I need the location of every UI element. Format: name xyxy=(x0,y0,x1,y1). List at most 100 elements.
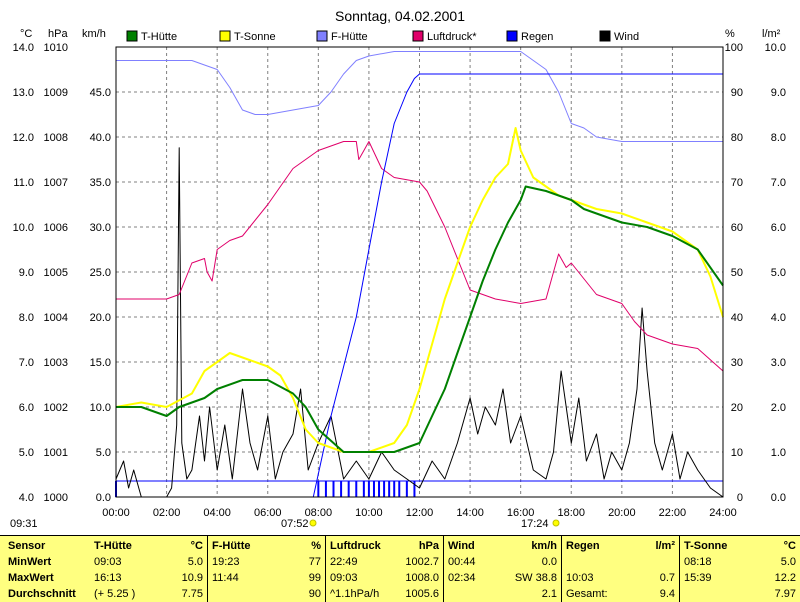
tick-label-x: 12:00 xyxy=(406,507,434,519)
tick-label-rain: 1.0 xyxy=(771,447,786,459)
stats-panel-fhtte: F-Hütte% 19:23 77 11:44 99 90 xyxy=(207,536,325,602)
tick-label-x: 04:00 xyxy=(203,507,231,519)
unit-humidity: % xyxy=(725,28,735,40)
tick-label-rain: 8.0 xyxy=(771,132,786,144)
stats-cell-value: 12.2 xyxy=(774,572,796,584)
row-label-avg: Durchschnitt xyxy=(8,588,76,600)
stats-header-unit: km/h xyxy=(531,540,557,552)
legend-label: Regen xyxy=(521,31,553,43)
row-label-sensor: Sensor xyxy=(8,540,46,552)
tick-label-humidity: 100 xyxy=(725,42,743,54)
tick-label-wind: 35.0 xyxy=(90,177,111,189)
stats-cell-value: 5.0 xyxy=(187,556,203,568)
stats-cell-time: 10:03 xyxy=(566,572,594,584)
tick-label-rain: 5.0 xyxy=(771,267,786,279)
tick-label-humidity: 90 xyxy=(731,87,743,99)
stats-panel-tsonne: T-Sonne °C 08:18 5.0 15:39 12.2 7.97 xyxy=(679,536,800,602)
stats-cell-time: ^1.1hPa/h xyxy=(330,588,380,600)
tick-label-temp: 9.0 xyxy=(19,267,34,279)
tick-label-wind: 25.0 xyxy=(90,267,111,279)
stats-panel-regen: Regen l/m² 10:03 0.7 Gesamt: 9.4 xyxy=(561,536,679,602)
tick-label-x: 02:00 xyxy=(153,507,181,519)
tick-label-pressure: 1004 xyxy=(44,312,68,324)
stats-cell-time: 02:34 xyxy=(448,572,476,584)
sunset-time: 17:24 xyxy=(521,518,549,530)
tick-label-humidity: 50 xyxy=(731,267,743,279)
tick-label-rain: 4.0 xyxy=(771,312,786,324)
stats-cell-time: 22:49 xyxy=(330,556,358,568)
tick-label-rain: 10.0 xyxy=(765,42,786,54)
tick-label-x: 00:00 xyxy=(102,507,130,519)
stats-cell-value: 0.7 xyxy=(659,572,675,584)
tick-label-humidity: 80 xyxy=(731,132,743,144)
sunset-icon xyxy=(552,519,560,527)
series-line-thtte xyxy=(116,185,724,453)
tick-label-humidity: 20 xyxy=(731,402,743,414)
legend-swatch xyxy=(219,30,231,42)
tick-label-rain: 3.0 xyxy=(771,357,786,369)
stats-row-labels: Sensor MinWert MaxWert Durchschnitt xyxy=(0,536,90,602)
stats-cell-time: 00:44 xyxy=(448,556,476,568)
stats-cell-value: 7.75 xyxy=(181,588,203,600)
stats-header-unit: °C xyxy=(190,540,203,552)
tick-label-pressure: 1003 xyxy=(44,357,68,369)
stats-panel-thtte: T-Hütte °C 09:03 5.0 16:13 10.9 (+ 5.25 ) 7.75 xyxy=(90,536,207,602)
weather-chart: Sonntag, 04.02.2001 °C hPa km/h % l/m² T… xyxy=(10,8,786,530)
stats-cell-value: 7.97 xyxy=(774,588,796,600)
stats-cell-time: 11:44 xyxy=(212,572,239,584)
unit-temp: °C xyxy=(20,28,32,40)
tick-label-wind: 0.0 xyxy=(96,492,111,504)
stats-header-name: T-Hütte xyxy=(94,540,132,552)
tick-label-pressure: 1009 xyxy=(44,87,68,99)
tick-label-pressure: 1000 xyxy=(44,492,68,504)
tick-label-pressure: 1002 xyxy=(44,402,68,414)
series-line-regen xyxy=(116,73,723,498)
stats-header-name: T-Sonne xyxy=(684,540,728,552)
tick-label-x: 20:00 xyxy=(608,507,636,519)
legend-swatch xyxy=(599,30,611,42)
stats-cell-time: 19:23 xyxy=(212,556,240,568)
tick-label-temp: 10.0 xyxy=(13,222,34,234)
stats-cell-value: 9.4 xyxy=(659,588,675,600)
stats-cell-value: 10.9 xyxy=(181,572,203,584)
tick-label-x: 10:00 xyxy=(355,507,383,519)
stats-header-name: Luftdruck xyxy=(330,540,381,552)
tick-label-wind: 20.0 xyxy=(90,312,111,324)
tick-label-temp: 5.0 xyxy=(19,447,34,459)
stats-header-name: F-Hütte xyxy=(212,540,251,552)
unit-pressure: hPa xyxy=(48,28,68,40)
legend-label: T-Sonne xyxy=(234,31,276,43)
tick-label-rain: 7.0 xyxy=(771,177,786,189)
tick-label-x: 22:00 xyxy=(659,507,687,519)
sunrise-time: 07:52 xyxy=(281,518,309,530)
stats-cell-time: 09:03 xyxy=(94,556,122,568)
tick-label-pressure: 1010 xyxy=(44,42,68,54)
sunrise-icon xyxy=(309,519,317,527)
stats-cell-time: 15:39 xyxy=(684,572,712,584)
tick-label-pressure: 1001 xyxy=(44,447,68,459)
row-label-min: MinWert xyxy=(8,556,52,568)
axis-labels: 4.0 5.0 6.0 7.0 8.0 9.0 10.0 11.0 12.0 13.0 14.0 10… xyxy=(13,42,786,519)
tick-label-x: 24:00 xyxy=(709,507,737,519)
tick-label-rain: 6.0 xyxy=(771,222,786,234)
stats-cell-value: 90 xyxy=(308,588,321,600)
legend-swatch xyxy=(126,30,138,42)
stats-header-unit: °C xyxy=(783,540,796,552)
tick-label-pressure: 1005 xyxy=(44,267,68,279)
stats-cell-time: 08:18 xyxy=(684,556,712,568)
plot-frame xyxy=(115,46,724,498)
stats-cell-value: 5.0 xyxy=(780,556,796,568)
stats-header-name: Wind xyxy=(448,540,475,552)
tick-label-x: 18:00 xyxy=(557,507,585,519)
legend-swatch xyxy=(412,30,424,42)
series xyxy=(115,51,724,498)
legend-swatch xyxy=(316,30,328,42)
legend: T-Hütte T-Sonne F-Hütte Luftdruck* Regen Wind xyxy=(126,30,639,43)
sun-left-time: 09:31 xyxy=(10,518,38,530)
tick-label-temp: 13.0 xyxy=(13,87,34,99)
tick-label-humidity: 30 xyxy=(731,357,743,369)
stats-cell-time: (+ 5.25 ) xyxy=(94,588,136,600)
stats-header-name: Regen xyxy=(566,540,600,552)
tick-label-temp: 14.0 xyxy=(13,42,34,54)
stats-cell-value: 77 xyxy=(308,556,321,568)
